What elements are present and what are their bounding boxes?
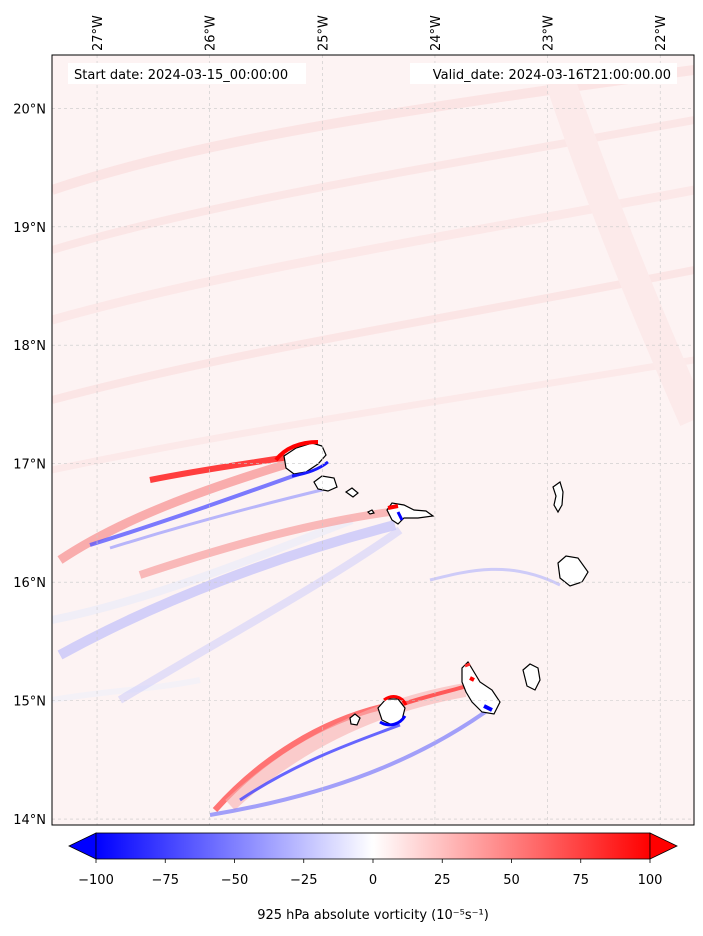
island-santa-luzia [344,487,359,498]
wake-red-1 [57,455,302,564]
island-sao-nicolau [386,502,435,525]
lat-tick-label: 16°N [13,576,46,591]
lat-tick-label: 18°N [13,339,46,354]
latitude-labels: 20°N 19°N 18°N 17°N 16°N 15°N 14°N [13,102,46,828]
start-date-label: Start date: 2024-03-15_00:00:00 [74,68,288,83]
background-bands [52,65,694,703]
colorbar-tick-label: 100 [638,873,663,888]
colorbar-body [95,832,651,860]
lon-tick-label: 26°W [204,15,219,51]
island-santiago [461,661,501,715]
wake-blue-1 [89,468,311,547]
island-dipoles [274,440,493,727]
wake-blue-7 [429,567,561,587]
wake-blue-4 [117,526,403,704]
lat-tick-label: 19°N [13,221,46,236]
valid-date-box [410,63,677,84]
colorbar-tick-label: 50 [503,873,520,888]
start-date-box [68,63,306,84]
colorbar-tick-label: −25 [290,873,317,888]
wake-blue-5 [239,723,401,802]
wake-blue-2 [109,486,331,550]
lon-tick-label: 23°W [542,15,557,51]
lat-tick-label: 20°N [13,102,46,117]
colorbar-extend-high [649,832,678,860]
map-frame [51,54,695,826]
island-sao-vicente [313,475,338,492]
lon-tick-label: 25°W [316,15,331,51]
valid-date-label: Valid_date: 2024-03-16T21:00:00.00 [433,68,671,83]
colorbar-tick-label: −75 [152,873,179,888]
vorticity-map [52,55,694,825]
lat-tick-label: 15°N [13,695,46,710]
wake-blue-3 [57,520,397,660]
colorbar-label: 925 hPa absolute vorticity (10⁻⁵s⁻¹) [257,908,489,923]
lon-tick-label: 22°W [654,15,669,51]
gridlines [52,55,694,825]
colorbar: −100 −75 −50 −25 0 25 50 75 100 925 hPa absolute… [68,832,678,923]
longitude-labels: 27°W 26°W 25°W 24°W 23°W 22°W [91,15,669,51]
island-santo-antao [283,442,327,475]
colorbar-ticks: −100 −75 −50 −25 0 25 50 75 100 [78,859,662,888]
colorbar-tick-label: 25 [434,873,451,888]
colorbar-extend-low [68,832,97,860]
lon-tick-label: 24°W [429,15,444,51]
wake-red-3 [138,506,406,579]
islands [283,442,589,726]
colorbar-tick-label: 75 [572,873,589,888]
colorbar-tick-label: −100 [78,873,114,888]
lat-tick-label: 14°N [13,813,46,828]
colorbar-tick-label: −50 [221,873,248,888]
colorbar-tick-label: 0 [369,873,377,888]
island-maio [522,663,541,691]
island-brava [349,713,361,726]
wake-blue-6 [209,703,497,817]
island-sal [552,481,564,514]
lon-tick-label: 27°W [91,15,106,51]
island-boa-vista [557,555,589,587]
lat-tick-label: 17°N [13,458,46,473]
island-ilheu-raso [366,509,375,515]
